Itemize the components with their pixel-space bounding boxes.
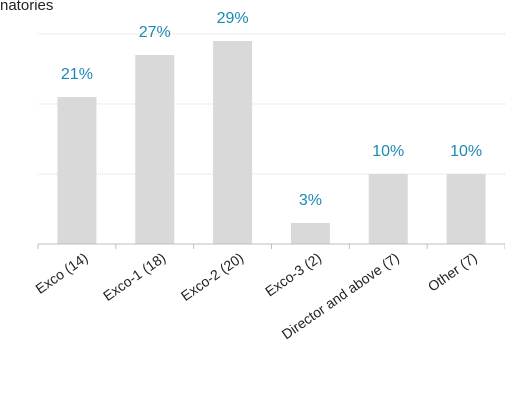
bars [57, 41, 486, 244]
bar-4 [368, 174, 408, 244]
gridlines [38, 33, 505, 175]
x-tick-label-1: Exco-1 (18) [100, 249, 168, 304]
x-tick-label-2: Exco-2 (20) [178, 249, 246, 304]
bar-2 [213, 41, 253, 244]
data-label-1: 27% [139, 24, 171, 41]
bar-0 [57, 97, 97, 244]
chart-title: natories [0, 0, 53, 14]
x-tick-label-3: Exco-3 (2) [262, 249, 324, 299]
data-label-3: 3% [299, 192, 322, 209]
data-labels: 21% 27% 29% 3% 10% 10% [61, 10, 482, 209]
x-axis [37, 243, 505, 249]
bar-3 [290, 223, 330, 244]
data-label-2: 29% [217, 10, 249, 27]
x-tick-label-0: Exco (14) [32, 249, 90, 296]
data-label-5: 10% [450, 143, 482, 160]
bar-1 [135, 55, 175, 244]
x-tick-label-5: Other (7) [425, 249, 480, 294]
data-label-0: 21% [61, 66, 93, 83]
bar-5 [446, 174, 486, 244]
data-label-4: 10% [372, 143, 404, 160]
x-tick-labels: Exco (14) Exco-1 (18) Exco-2 (20) Exco-3 (2… [32, 249, 479, 342]
